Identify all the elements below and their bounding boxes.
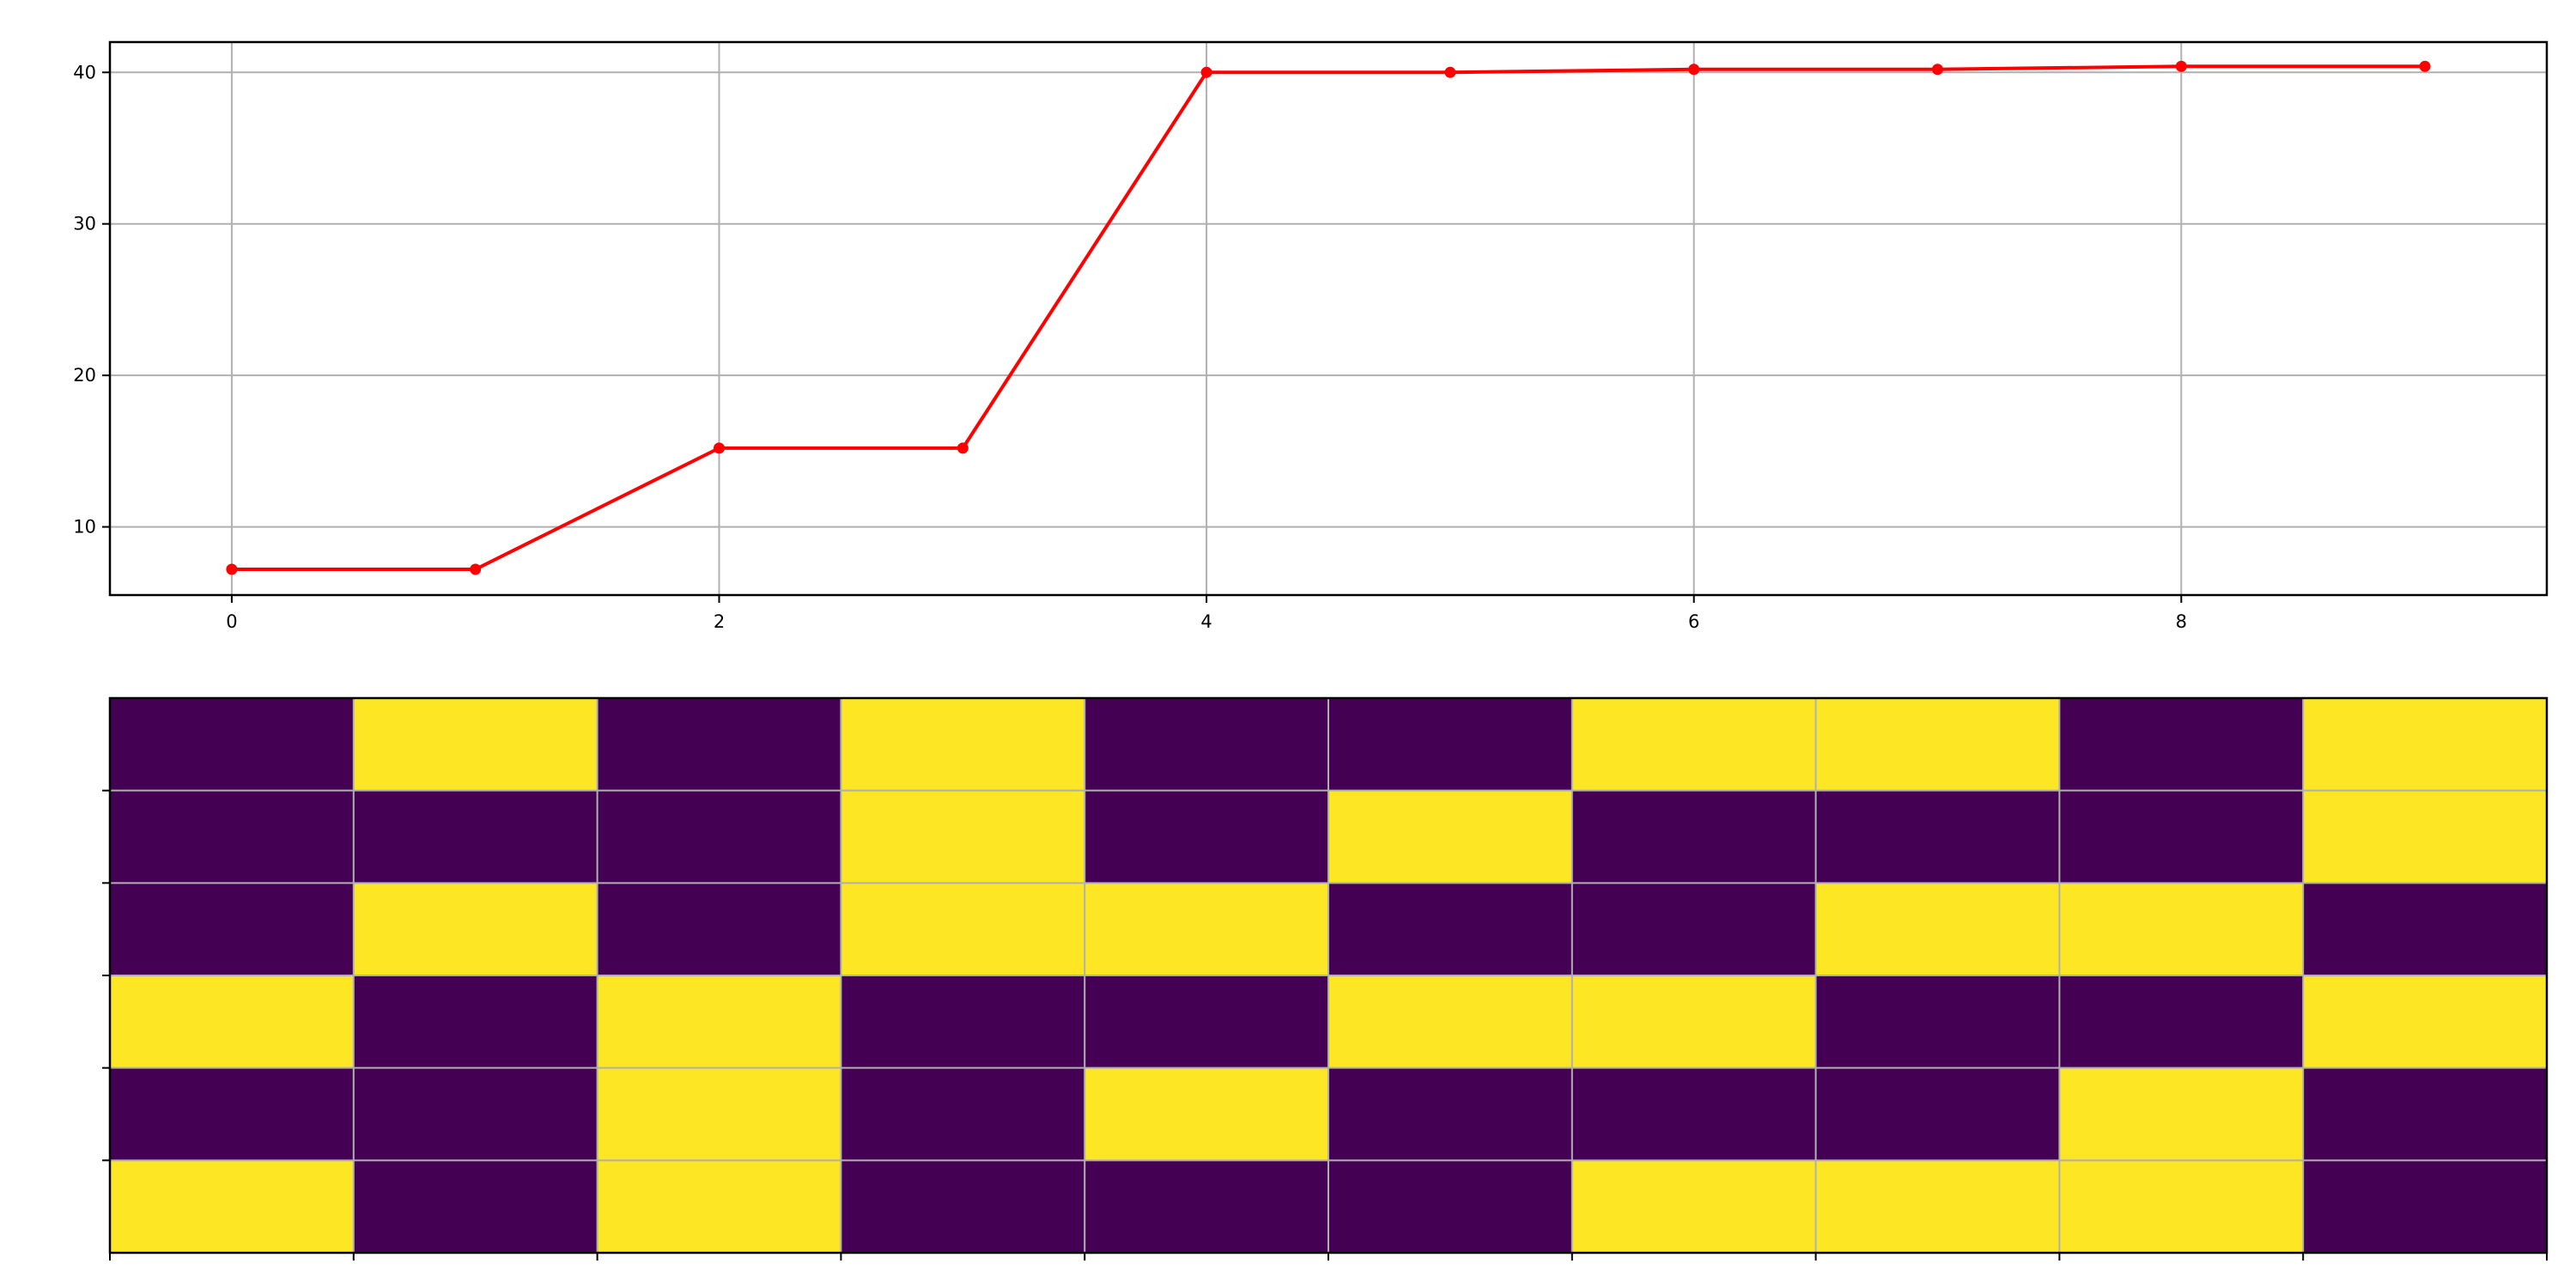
heatmap-cell [2303,975,2548,1069]
heatmap-cell [353,790,598,884]
heatmap-cell [1815,1067,2060,1161]
heatmap-cell [2059,1160,2304,1254]
heatmap-cell [110,790,355,884]
heatmap-cell [353,975,598,1069]
heatmap-cell [2059,790,2304,884]
heatmap-cell [2303,1067,2548,1161]
heatmap-cell [597,790,841,884]
heatmap-cell [1571,883,1817,976]
heatmap-cell [110,1160,355,1254]
heatmap-panel [102,696,2549,1261]
x-tick-label: 8 [2176,611,2187,632]
x-tick-label: 6 [1688,611,1699,632]
heatmap-cell [1815,790,2060,884]
heatmap-cell [597,975,841,1069]
heatmap-cell [1084,883,1329,976]
y-tick-label: 10 [73,517,96,538]
data-point [1688,64,1700,76]
heatmap-cell [1815,975,2060,1069]
heatmap-cell [2303,1160,2548,1254]
heatmap-cell [1084,698,1329,792]
heatmap-cell [2059,883,2304,976]
y-tick-label: 30 [73,214,96,234]
heatmap-cell [1571,1067,1817,1161]
heatmap-cell [1815,883,2060,976]
data-point [1200,66,1212,78]
heatmap-cell [1084,975,1329,1069]
heatmap-cell [1084,1067,1329,1161]
heatmap-cell [1084,1160,1329,1254]
heatmap-cell [597,1067,841,1161]
heatmap-cell [353,698,598,792]
x-tick-label: 4 [1200,611,1212,632]
heatmap-cell [597,883,841,976]
heatmap-cell [1571,790,1817,884]
heatmap-cell [841,1067,1085,1161]
line-chart-panel: 0 2 4 6 8 10 20 30 40 [73,40,2549,632]
heatmap-cell [841,698,1085,792]
x-tick-label: 2 [714,611,725,632]
y-tick-label: 40 [73,62,96,82]
data-point [2175,60,2187,72]
heatmap-cell [1571,1160,1817,1254]
heatmap-cell [1328,1067,1573,1161]
heatmap-cell [1815,1160,2060,1254]
heatmap-cell [2303,883,2548,976]
data-point [2419,60,2431,72]
heatmap-cell [110,698,355,792]
heatmap-cell [1328,975,1573,1069]
x-tick-label: 0 [226,611,237,632]
heatmap-cell [2059,1067,2304,1161]
heatmap-cell [110,1067,355,1161]
data-point [714,442,725,454]
heatmap-cell [1571,975,1817,1069]
heatmap-cell [1328,790,1573,884]
data-point [470,563,482,575]
data-point [957,442,969,454]
heatmap-cell [841,1160,1085,1254]
heatmap-cell [2303,790,2548,884]
heatmap-cell [1328,1160,1573,1254]
data-point [1932,64,1943,76]
heatmap-cell [597,1160,841,1254]
data-point [1444,66,1456,78]
heatmap-cell [110,975,355,1069]
heatmap-cell [353,1160,598,1254]
heatmap-cell [1328,883,1573,976]
heatmap-cell [2059,975,2304,1069]
heatmap-cell [1084,790,1329,884]
heatmap-cell [841,883,1085,976]
series-line [231,64,2426,572]
heatmap-cell [1571,698,1817,792]
heatmap-cell [841,790,1085,884]
heatmap-cell [1815,698,2060,792]
heatmap-cell [2059,698,2304,792]
heatmap-cell [841,975,1085,1069]
heatmap-cell [353,1067,598,1161]
heatmap-cell [2303,698,2548,792]
heatmap-cell [1328,698,1573,792]
line-plot-frame [108,40,2549,597]
data-point [226,563,238,575]
heatmap-cell [353,883,598,976]
y-tick-label: 20 [73,365,96,386]
heatmap-cell [597,698,841,792]
heatmap-cell [110,883,355,976]
